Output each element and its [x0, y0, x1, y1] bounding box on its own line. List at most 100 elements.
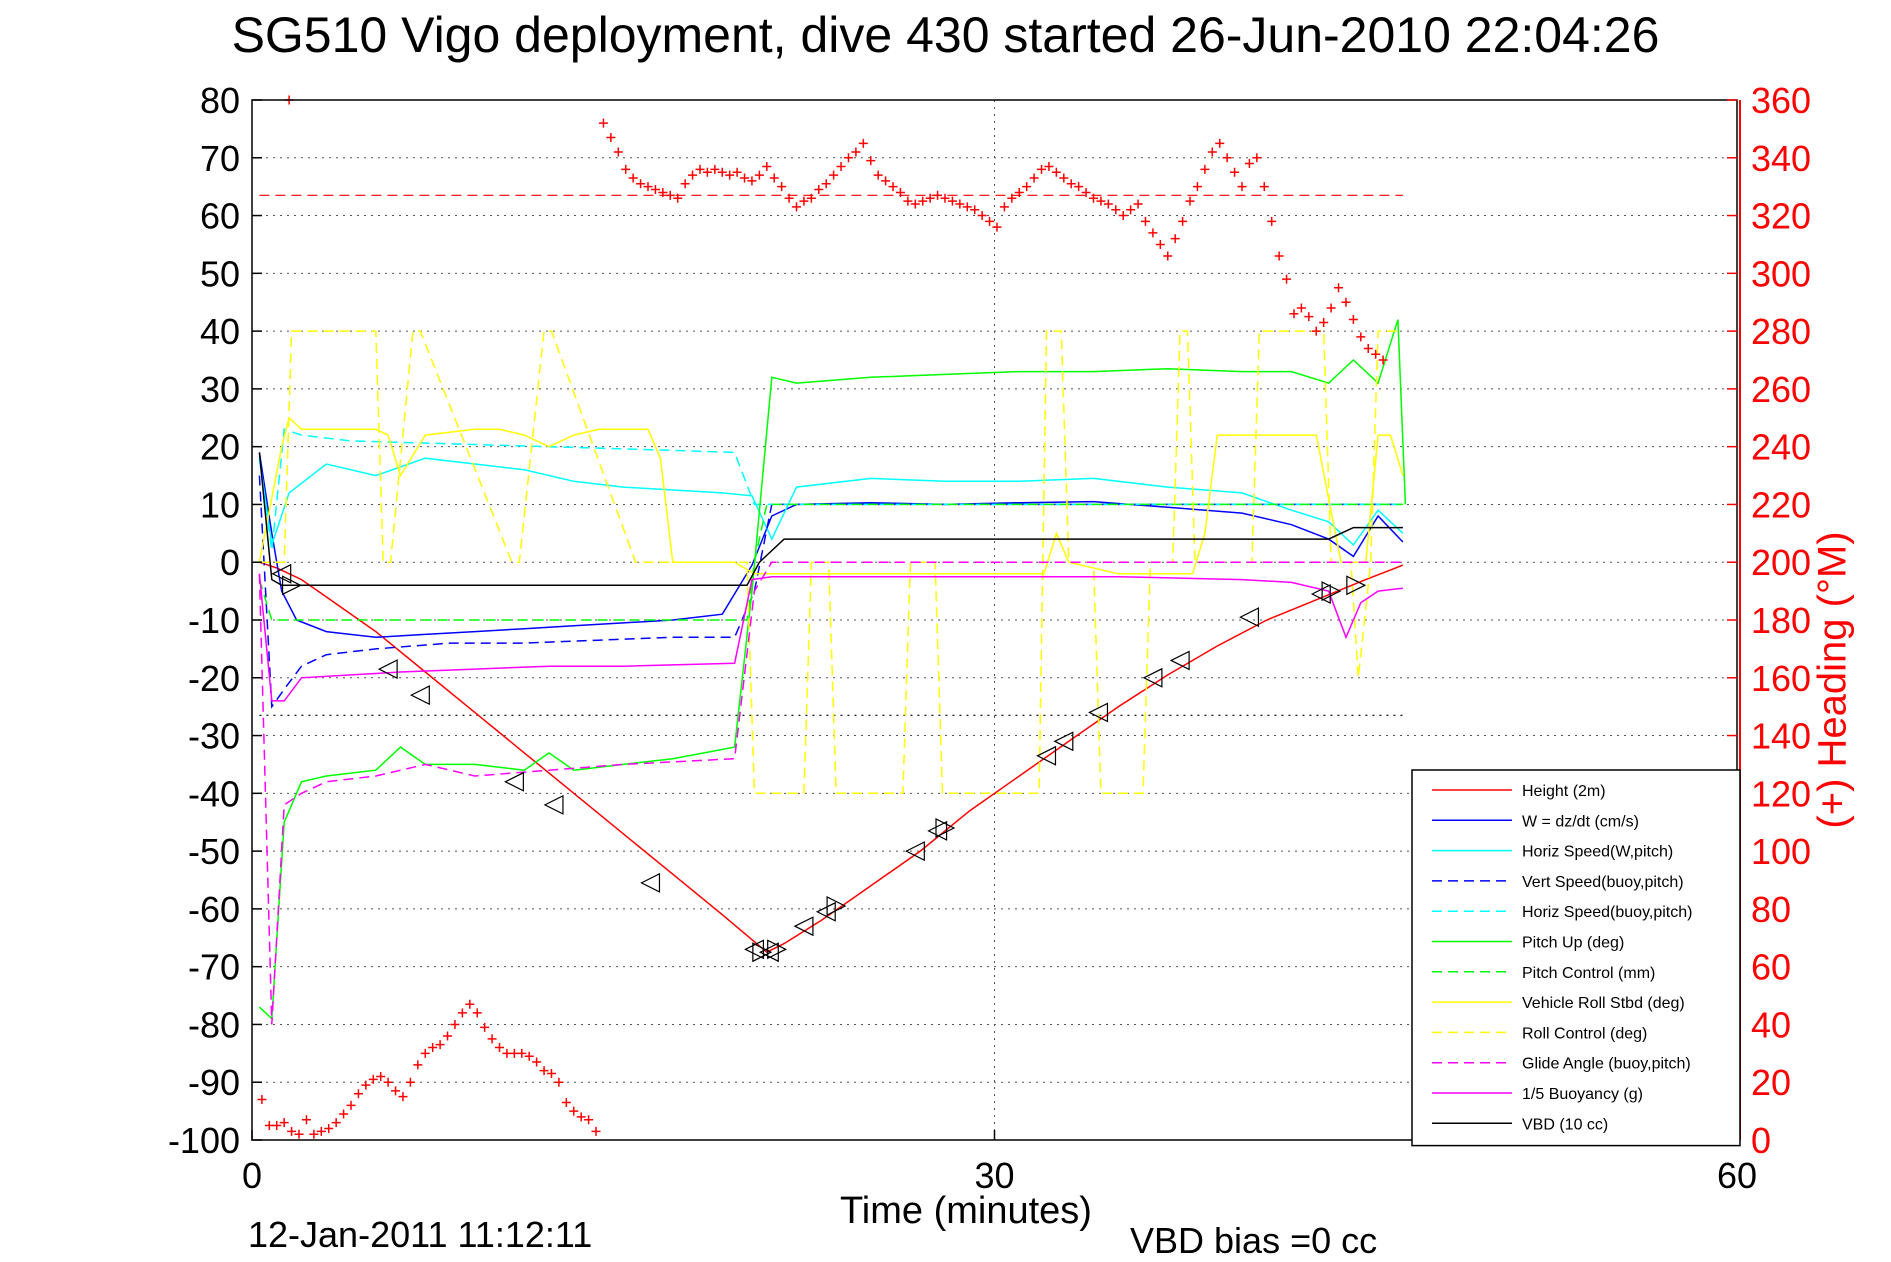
- heading-point: [1178, 216, 1188, 226]
- y-tick-label: -50: [188, 831, 240, 872]
- heading-point: [643, 182, 653, 192]
- heading-point: [331, 1118, 341, 1128]
- triangle-marker: [1088, 702, 1109, 723]
- y-tick-label: 0: [220, 542, 240, 583]
- series-line: [258, 428, 1403, 551]
- heading-point: [1289, 309, 1299, 319]
- triangle-marker: [927, 820, 948, 841]
- heading-point: [717, 167, 727, 177]
- heading-point: [918, 196, 928, 206]
- y-right-tick-label: 180: [1751, 600, 1811, 641]
- heading-point: [628, 173, 638, 183]
- heading-point: [873, 170, 883, 180]
- triangle-marker: [1346, 575, 1367, 596]
- heading-point: [272, 1121, 282, 1131]
- legend-entry: 1/5 Buoyancy (g): [1522, 1086, 1643, 1103]
- heading-point: [836, 161, 846, 171]
- heading-point: [287, 1126, 297, 1136]
- triangle-marker: [543, 794, 564, 815]
- heading-point: [1044, 161, 1054, 171]
- heading-point: [383, 1077, 393, 1087]
- triangle-marker: [377, 659, 398, 680]
- heading-point: [970, 205, 980, 215]
- y-tick-label: -60: [188, 889, 240, 930]
- legend-entry: W = dz/dt (cm/s): [1522, 813, 1639, 830]
- heading-point: [762, 161, 772, 171]
- heading-point: [539, 1066, 549, 1076]
- heading-point: [650, 185, 660, 195]
- y-tick-label: 10: [200, 484, 240, 525]
- y-tick-label: 80: [200, 80, 240, 121]
- heading-point: [769, 173, 779, 183]
- heading-point: [524, 1051, 534, 1061]
- y-tick-label: -100: [168, 1120, 240, 1161]
- triangle-marker: [282, 575, 302, 596]
- heading-point: [294, 1129, 304, 1139]
- heading-point: [888, 182, 898, 192]
- heading-point: [1334, 283, 1344, 293]
- heading-point: [1155, 239, 1165, 249]
- y-right-tick-label: 160: [1751, 658, 1811, 699]
- heading-point: [1237, 182, 1247, 192]
- series-line: [258, 457, 1404, 547]
- heading-point: [576, 1112, 586, 1122]
- y-tick-label: 20: [200, 427, 240, 468]
- heading-point: [1319, 317, 1329, 327]
- legend-entry: Horiz Speed(W,pitch): [1522, 844, 1673, 861]
- legend-entry: Pitch Up (deg): [1522, 935, 1624, 952]
- markers-layer: [257, 96, 1388, 1139]
- y-tick-label: -80: [188, 1004, 240, 1045]
- series-line: [258, 452, 1404, 639]
- heading-point: [1089, 193, 1098, 203]
- heading-point: [688, 170, 698, 180]
- heading-point: [346, 1100, 356, 1110]
- heading-point: [584, 1115, 594, 1125]
- y-right-tick-label: 300: [1751, 253, 1811, 294]
- x-tick-label: 30: [974, 1155, 1014, 1196]
- heading-point: [621, 164, 631, 174]
- heading-point: [1282, 274, 1292, 284]
- legend-entry: Pitch Control (mm): [1522, 965, 1655, 982]
- series-line: [258, 475, 1403, 709]
- heading-point: [450, 1019, 460, 1029]
- heading-point: [1051, 167, 1061, 177]
- y-right-tick-label: 60: [1751, 947, 1791, 988]
- x-axis-label: Time (minutes): [840, 1190, 1092, 1232]
- chart-title: SG510 Vigo deployment, dive 430 started …: [231, 7, 1660, 63]
- legend-box: [1411, 769, 1741, 1147]
- heading-point: [435, 1040, 445, 1050]
- series-line: [258, 561, 1403, 1025]
- heading-point: [1267, 216, 1277, 226]
- heading-point: [702, 167, 712, 177]
- heading-point: [428, 1043, 438, 1053]
- heading-point: [324, 1123, 334, 1133]
- heading-point: [1140, 216, 1150, 226]
- heading-point: [866, 156, 876, 166]
- series-line: [258, 573, 1403, 702]
- heading-point: [814, 185, 824, 195]
- legend-entry: Roll Control (deg): [1522, 1025, 1647, 1042]
- heading-point: [353, 1089, 363, 1099]
- vbd-bias: VBD bias =0 cc: [1130, 1220, 1378, 1261]
- heading-point: [569, 1106, 579, 1116]
- heading-point: [391, 1086, 401, 1096]
- heading-point: [546, 1069, 556, 1079]
- heading-point: [665, 190, 675, 200]
- heading-point: [673, 193, 683, 203]
- y-tick-label: -40: [188, 773, 240, 814]
- heading-point: [658, 187, 668, 197]
- heading-point: [487, 1034, 497, 1044]
- legend-entry: Glide Angle (buoy,pitch): [1522, 1056, 1691, 1073]
- heading-point: [732, 167, 742, 177]
- heading-point: [480, 1022, 490, 1032]
- triangle-marker: [826, 896, 847, 916]
- axes: 80706050403020100-10-20-30-40-50-60-70-8…: [168, 80, 1811, 1196]
- y-tick-label: -70: [188, 947, 240, 988]
- heading-point: [903, 196, 913, 206]
- heading-point: [821, 179, 831, 189]
- y-axis-right-label: (+) Heading (°M): [1810, 531, 1855, 829]
- heading-point: [925, 193, 935, 203]
- heading-point: [279, 1118, 289, 1128]
- heading-point: [1037, 164, 1047, 174]
- heading-point: [465, 999, 475, 1009]
